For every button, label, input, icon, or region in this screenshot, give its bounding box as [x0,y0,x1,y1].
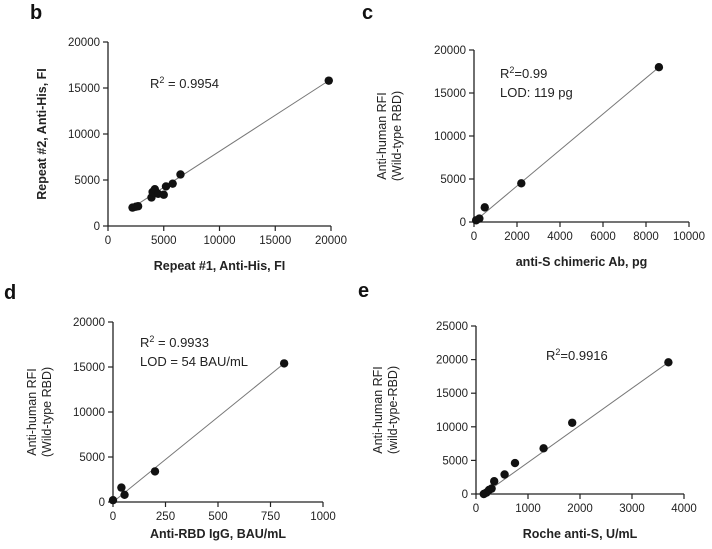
data-point-e [568,418,577,427]
data-point-b [161,182,171,191]
y-tick-label-b: 20000 [68,37,100,49]
y-tick-label-d: 15000 [73,362,105,374]
annotation-d: LOD = 54 BAU/mL [140,354,248,369]
x-tick-label-b: 20000 [315,235,347,247]
x-tick-label-c: 4000 [547,231,573,243]
y-tick-label-c: 5000 [440,174,466,186]
annotation-b: R2 = 0.9954 [150,75,219,91]
y-tick-label-e: 5000 [442,455,468,467]
x-tick-label-d: 250 [156,511,175,523]
annotation-d: R2 = 0.9933 [140,334,209,350]
y-axis-label-c: Anti-human RFI(Wild-type RBD) [375,91,404,181]
y-axis-label-e: Anti-human RFI(wild-type-RBD) [371,366,400,454]
y-tick-label-c: 20000 [434,45,466,57]
y-tick-label-c: 10000 [434,131,466,143]
panel-label-b: b [30,2,43,24]
y-tick-label-d: 10000 [73,407,105,419]
x-axis-label-b: Repeat #1, Anti-His, FI [154,259,286,273]
y-tick-label-b: 0 [94,221,100,233]
fit-line-e [483,361,669,495]
y-tick-label-b: 5000 [74,175,100,187]
x-tick-label-e: 0 [473,503,479,515]
y-tick-label-d: 5000 [79,452,105,464]
data-point-d [150,467,160,476]
x-tick-label-b: 0 [105,235,111,247]
y-tick-label-c: 15000 [434,88,466,100]
panel-b: b 0 5000 10000 15000 20000 0 5000 10000 15000 200… [0,0,356,274]
data-point-b [159,190,168,199]
x-axis-label-c: anti-S chimeric Ab, pg [516,255,648,269]
y-axis-label-b: Repeat #2, Anti-His, FI [35,68,49,200]
data-point-e [510,458,520,468]
data-point-b [176,170,185,179]
y-tick-label-b: 10000 [68,129,100,141]
panel-label-e: e [358,280,370,302]
annotation-c: R2=0.99 [500,65,547,81]
scatter-chart-b: 0 5000 10000 15000 20000 0 5000 10000 15000 20000… [35,37,347,273]
data-point-c [654,62,664,72]
y-tick-label-d: 20000 [73,317,105,329]
fit-line-b [130,80,330,210]
y-tick-label-e: 10000 [436,422,468,434]
annotation-c: LOD: 119 pg [500,85,573,100]
y-axis-label-d: Anti-human RFI(Wild-type RBD) [25,367,54,457]
x-tick-label-d: 750 [261,511,280,523]
y-tick-label-e: 0 [462,489,468,501]
x-tick-label-d: 500 [208,511,227,523]
data-point-b [324,76,333,85]
x-tick-label-e: 1000 [515,503,541,515]
data-point-e [539,444,548,453]
data-point-e [664,358,673,367]
panel-d: d 0 5000 10000 15000 20000 0 250 500 750 1000 Anti… [0,274,356,549]
y-tick-label-e: 20000 [436,355,468,367]
x-axis-label-e: Roche anti-S, U/mL [523,527,638,541]
fit-line-d [112,363,285,503]
data-point-c [475,214,484,223]
data-point-e [487,484,496,493]
panel-c: c 0 5000 10000 15000 20000 0 2000 4000 6000 8000 1… [356,0,712,274]
y-tick-label-d: 0 [99,497,105,509]
x-tick-label-e: 3000 [619,503,645,515]
x-tick-label-b: 5000 [151,235,177,247]
x-tick-label-c: 6000 [590,231,616,243]
y-tick-label-e: 25000 [436,321,468,333]
data-point-e [500,470,509,479]
fit-line-c [473,66,660,223]
x-tick-label-e: 2000 [567,503,593,515]
x-axis-label-d: Anti-RBD IgG, BAU/mL [150,527,286,541]
data-point-d [120,490,129,499]
data-point-e [490,477,499,486]
scatter-chart-d: 0 5000 10000 15000 20000 0 250 500 750 1000 Anti-R… [25,317,336,541]
x-tick-label-d: 0 [110,511,116,523]
data-point-c [517,179,526,188]
data-point-c [480,203,489,212]
x-tick-label-c: 2000 [504,231,530,243]
y-tick-label-b: 15000 [68,83,100,95]
x-tick-label-d: 1000 [310,511,336,523]
y-tick-label-e: 15000 [436,388,468,400]
x-tick-label-c: 0 [471,231,477,243]
scatter-chart-e: 0 5000 10000 15000 20000 25000 0 1000 2000 3000 40… [371,321,697,541]
y-tick-label-c: 0 [460,217,466,229]
panel-e: e 0 5000 10000 15000 20000 25000 0 1000 2000 3000… [356,274,712,549]
scatter-chart-c: 0 5000 10000 15000 20000 0 2000 4000 6000 8000 100… [375,45,705,269]
x-tick-label-b: 15000 [259,235,291,247]
panel-label-c: c [362,2,374,24]
data-point-b [133,202,143,211]
x-tick-label-c: 10000 [673,231,705,243]
data-point-b [168,179,177,188]
x-tick-label-e: 4000 [671,503,697,515]
x-tick-label-c: 8000 [633,231,659,243]
annotation-e: R2=0.9916 [546,347,608,363]
data-point-d [279,359,289,368]
data-point-d [117,483,126,492]
data-point-d [108,496,118,505]
panel-label-d: d [4,282,17,304]
x-tick-label-b: 10000 [204,235,236,247]
